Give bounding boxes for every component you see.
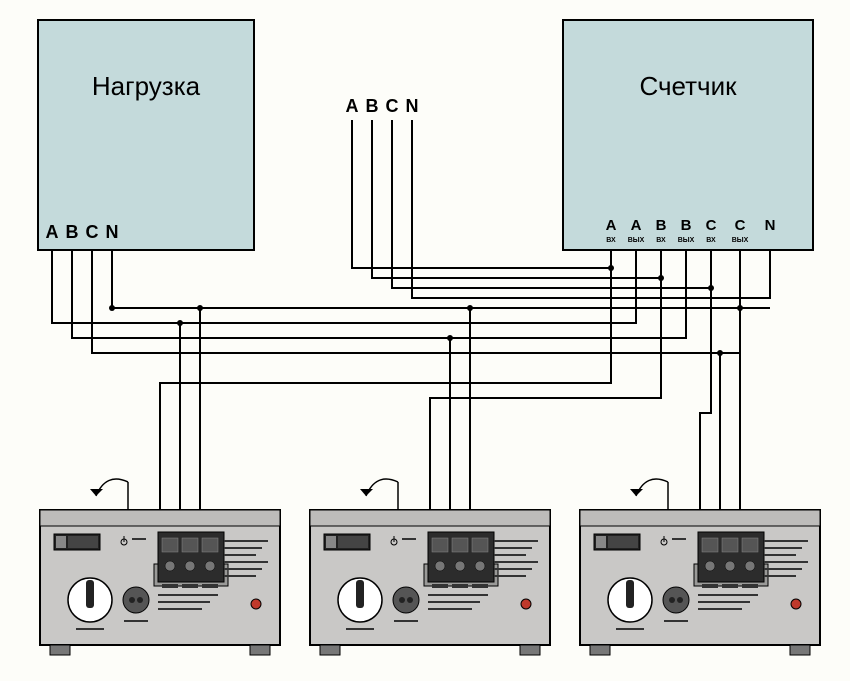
fuse-holder[interactable] <box>393 587 419 613</box>
svg-text:C: C <box>86 222 99 242</box>
svg-text:B: B <box>366 96 379 116</box>
svg-text:B: B <box>681 217 692 234</box>
svg-text:N: N <box>765 217 776 234</box>
svg-text:ВЫХ: ВЫХ <box>678 237 695 244</box>
meter-box <box>563 20 813 250</box>
power-led <box>791 599 801 609</box>
svg-text:Нагрузка: Нагрузка <box>92 71 201 101</box>
load-box <box>38 20 254 250</box>
svg-text:ВХ: ВХ <box>706 237 716 244</box>
stabilizer-device <box>580 510 820 655</box>
svg-text:ВХ: ВХ <box>656 237 666 244</box>
power-led <box>251 599 261 609</box>
svg-text:C: C <box>706 217 717 234</box>
power-led <box>521 599 531 609</box>
svg-text:B: B <box>656 217 667 234</box>
svg-text:ВЫХ: ВЫХ <box>628 237 645 244</box>
svg-text:A: A <box>46 222 59 242</box>
svg-text:N: N <box>106 222 119 242</box>
svg-text:C: C <box>386 96 399 116</box>
svg-text:A: A <box>631 217 642 234</box>
stabilizer-device <box>40 510 280 655</box>
svg-text:A: A <box>346 96 359 116</box>
svg-text:B: B <box>66 222 79 242</box>
svg-text:N: N <box>406 96 419 116</box>
fuse-holder[interactable] <box>663 587 689 613</box>
svg-text:C: C <box>735 217 746 234</box>
stabilizer-device <box>310 510 550 655</box>
fuse-holder[interactable] <box>123 587 149 613</box>
svg-text:ВЫХ: ВЫХ <box>732 237 749 244</box>
svg-text:Счетчик: Счетчик <box>640 71 738 101</box>
svg-text:A: A <box>606 217 617 234</box>
svg-text:ВХ: ВХ <box>606 237 616 244</box>
